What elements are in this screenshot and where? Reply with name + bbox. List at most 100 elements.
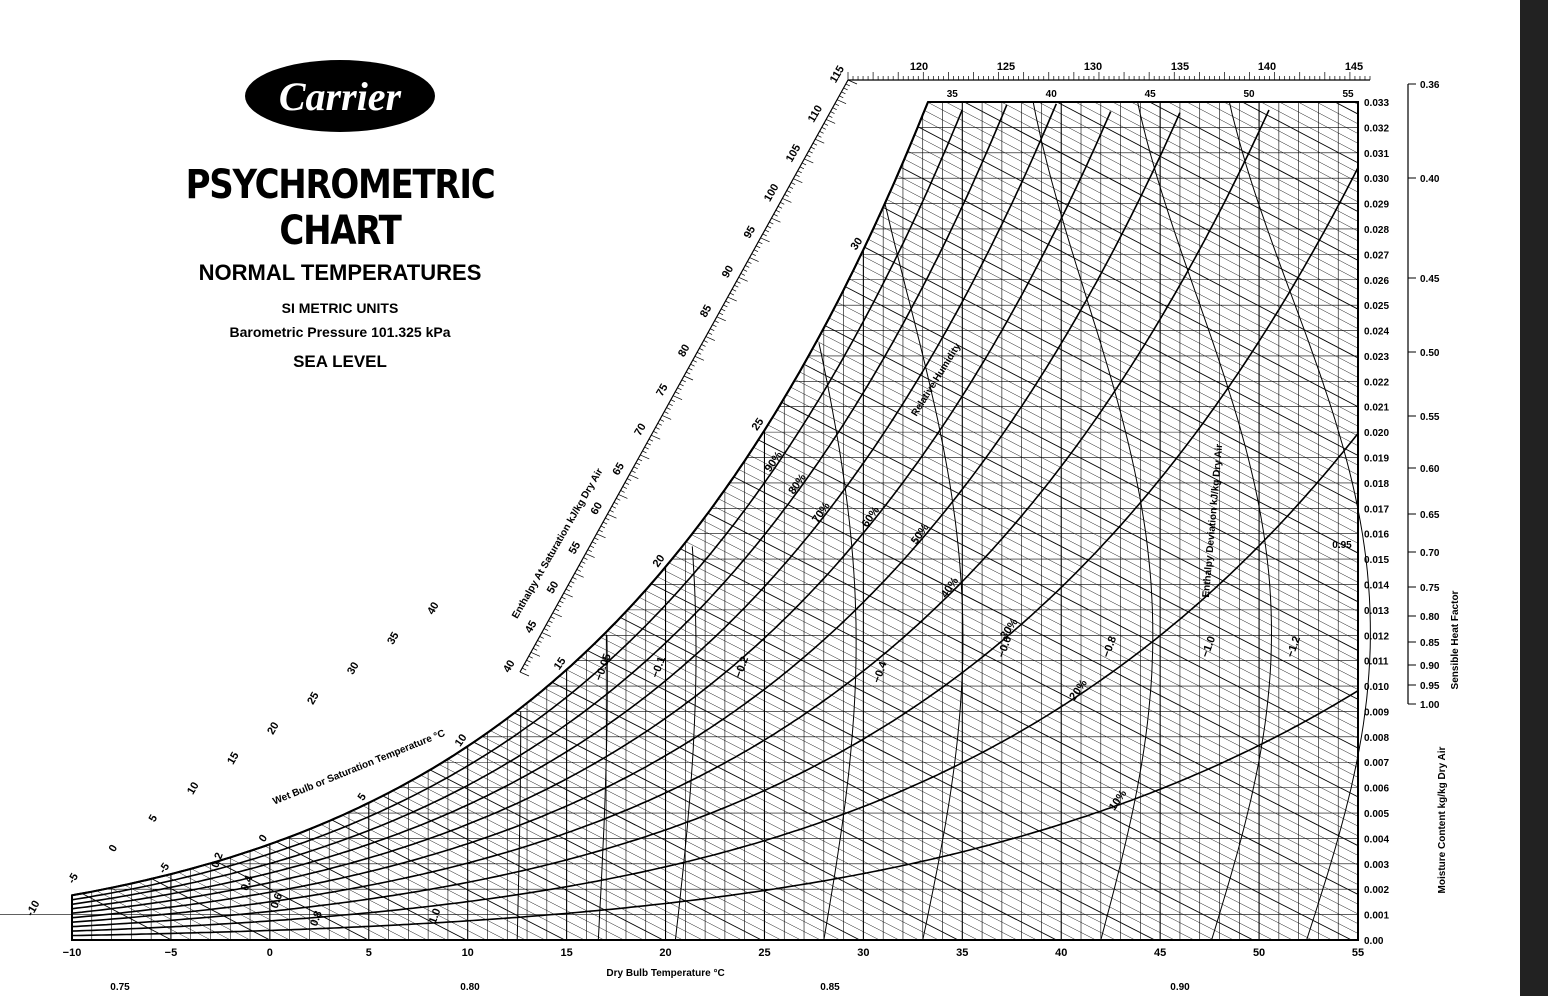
x-tick-label: 30 xyxy=(857,947,869,959)
enthalpy-scale-tick xyxy=(602,521,608,525)
y-tick-label: 0.00 xyxy=(1364,936,1384,947)
carrier-logo: Carrier xyxy=(245,60,435,132)
y-tick-label: 0.031 xyxy=(1364,149,1389,160)
enthalpy-scale-tick xyxy=(594,537,599,541)
enthalpy-scale-tick xyxy=(570,580,575,584)
y-tick-label: 0.020 xyxy=(1364,428,1389,439)
enthalpy-scale-tick xyxy=(559,600,564,604)
shf-value: 0.40 xyxy=(1420,174,1440,185)
enthalpy-deviation-value: 1.0 xyxy=(427,907,444,925)
y-tick-label: 0.013 xyxy=(1364,606,1389,617)
enthalpy-line xyxy=(927,102,1359,329)
enthalpy-value: 90 xyxy=(720,264,737,281)
enthalpy-scale-tick xyxy=(738,277,748,282)
enthalpy-line xyxy=(856,262,1359,524)
enthalpy-line xyxy=(890,191,1359,437)
enthalpy-top-value: 135 xyxy=(1171,61,1189,73)
enthalpy-line xyxy=(713,505,1359,837)
relative-humidity-curves xyxy=(71,102,1359,937)
enthalpy-deviation-value: −0.2 xyxy=(733,655,752,680)
enthalpy-line xyxy=(620,617,1254,941)
enthalpy-scale-tick xyxy=(799,166,805,170)
enthalpy-line xyxy=(203,864,349,941)
right-edge-bar xyxy=(1520,0,1548,996)
rh-label: 70% xyxy=(810,500,833,525)
chart-frame xyxy=(71,72,1416,941)
enthalpy-line xyxy=(639,597,1313,941)
enthalpy-scale-tick xyxy=(819,130,824,134)
enthalpy-scale-tick xyxy=(766,225,772,229)
enthalpy-line xyxy=(1242,101,1359,164)
enthalpy-left-value: 25 xyxy=(305,690,322,707)
y-tick-label: 0.003 xyxy=(1364,860,1389,871)
enthalpy-scale-tick xyxy=(567,584,573,588)
enthalpy-line xyxy=(342,815,585,941)
enthalpy-scale-tick xyxy=(581,561,586,564)
enthalpy-scale-tick xyxy=(742,269,748,272)
enthalpy-left-value: 15 xyxy=(225,750,242,767)
enthalpy-scale-tick xyxy=(790,182,796,185)
enthalpy-line xyxy=(663,569,1359,924)
enthalpy-line xyxy=(1186,101,1359,193)
enthalpy-line xyxy=(852,270,1359,534)
enthalpy-line xyxy=(868,239,1359,495)
enthalpy-scale-tick xyxy=(843,87,848,91)
enthalpy-scale-tick xyxy=(532,648,538,651)
enthalpy-line xyxy=(551,681,1057,941)
y-tick-label: 0.005 xyxy=(1364,809,1389,820)
enthalpy-scale-tick xyxy=(598,529,603,533)
enthalpy-line xyxy=(456,753,821,941)
top-db-label: 55 xyxy=(1342,89,1354,100)
x-tick-label: 5 xyxy=(366,947,372,959)
enthalpy-line xyxy=(772,417,1359,720)
enthalpy-scale-tick xyxy=(668,403,673,406)
enthalpy-scale-tick xyxy=(701,344,706,347)
enthalpy-line xyxy=(911,142,1359,378)
shf-value: 0.90 xyxy=(1420,661,1440,672)
enthalpy-scale-tick xyxy=(804,158,814,164)
enthalpy-line xyxy=(845,286,1359,554)
enthalpy-line xyxy=(837,302,1359,573)
enthalpy-scale-tick xyxy=(565,588,571,592)
enthalpy-line xyxy=(362,805,624,941)
enthalpy-line xyxy=(790,386,1359,681)
top-db-label: 35 xyxy=(947,89,959,100)
enthalpy-line xyxy=(465,747,841,941)
enthalpy-value: 85 xyxy=(698,303,715,320)
x-tick-label: 35 xyxy=(956,947,968,959)
wet-bulb-value: 0 xyxy=(257,833,270,845)
y-tick-label: 0.019 xyxy=(1364,454,1389,465)
shf-value: 0.60 xyxy=(1420,464,1440,475)
enthalpy-line xyxy=(753,447,1359,759)
rh-curve-90 xyxy=(71,109,964,901)
enthalpy-line xyxy=(777,409,1359,710)
enthalpy-scale-tick xyxy=(821,127,826,130)
enthalpy-scale-tick xyxy=(530,651,541,657)
enthalpy-line xyxy=(420,775,742,941)
enthalpy-line xyxy=(685,541,1359,885)
shf-bottom-value: 0.85 xyxy=(820,982,840,993)
enthalpy-scale-tick xyxy=(642,450,647,454)
rh-curve-80 xyxy=(71,104,1008,906)
enthalpy-scale-tick xyxy=(828,115,833,118)
enthalpy-scale-tick xyxy=(797,170,802,174)
enthalpy-scale-tick xyxy=(817,134,822,138)
enthalpy-scale-tick xyxy=(773,213,778,217)
enthalpy-left-value: 35 xyxy=(385,630,402,647)
enthalpy-scale-tick xyxy=(699,348,704,351)
enthalpy-scale-tick xyxy=(690,363,695,367)
enthalpy-scale-tick xyxy=(749,257,759,262)
enthalpy-line xyxy=(781,401,1359,700)
enthalpy-line xyxy=(1297,101,1359,134)
enthalpy-deviation-curve xyxy=(597,635,608,941)
elevation-label: SEA LEVEL xyxy=(293,352,387,371)
enthalpy-scale-tick xyxy=(576,569,582,572)
enthalpy-deviation-curve xyxy=(1032,101,1154,941)
enthalpy-line xyxy=(438,764,782,941)
enthalpy-line xyxy=(829,317,1359,593)
enthalpy-deviation-value: 0.6 xyxy=(269,892,286,910)
enthalpy-scale-tick xyxy=(596,533,606,539)
enthalpy-scale-tick xyxy=(721,308,726,312)
enthalpy-scale-tick xyxy=(747,261,752,264)
enthalpy-scale-tick xyxy=(839,95,844,99)
